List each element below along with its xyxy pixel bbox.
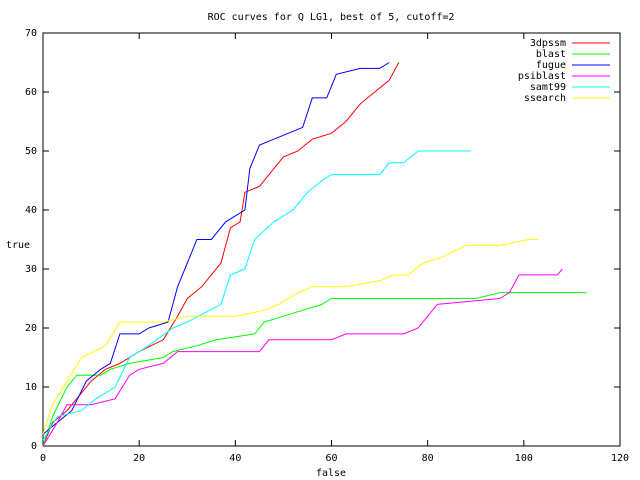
x-tick-label: 40 (229, 453, 241, 464)
series-line (42, 150, 471, 441)
y-tick-label: 10 (25, 382, 37, 393)
y-tick-label: 70 (25, 28, 37, 39)
legend-label: fugue (536, 60, 566, 71)
legend-label: 3dpssm (530, 38, 566, 49)
legend-label: ssearch (524, 93, 566, 104)
series-line (42, 292, 587, 447)
y-tick-label: 60 (25, 87, 37, 98)
chart-title: ROC curves for Q LG1, best of 5, cutoff=… (208, 12, 455, 23)
series-line (42, 268, 563, 447)
y-tick-label: 0 (31, 441, 37, 452)
y-tick-label: 20 (25, 323, 37, 334)
x-tick-label: 120 (611, 453, 629, 464)
y-tick-label: 50 (25, 146, 37, 157)
legend-label: psiblast (518, 71, 566, 82)
y-tick-label: 40 (25, 205, 37, 216)
series-line (42, 62, 400, 447)
x-axis-label: false (316, 468, 346, 479)
y-tick-label: 30 (25, 264, 37, 275)
x-tick-label: 0 (40, 453, 46, 464)
x-tick-label: 60 (325, 453, 337, 464)
legend-label: samt99 (530, 82, 566, 93)
series-line (42, 239, 539, 435)
x-tick-label: 20 (133, 453, 145, 464)
legend-label: blast (536, 49, 566, 60)
y-axis-label: true (6, 240, 30, 251)
x-tick-label: 80 (422, 453, 434, 464)
x-tick-label: 100 (515, 453, 533, 464)
series-line (42, 62, 390, 435)
